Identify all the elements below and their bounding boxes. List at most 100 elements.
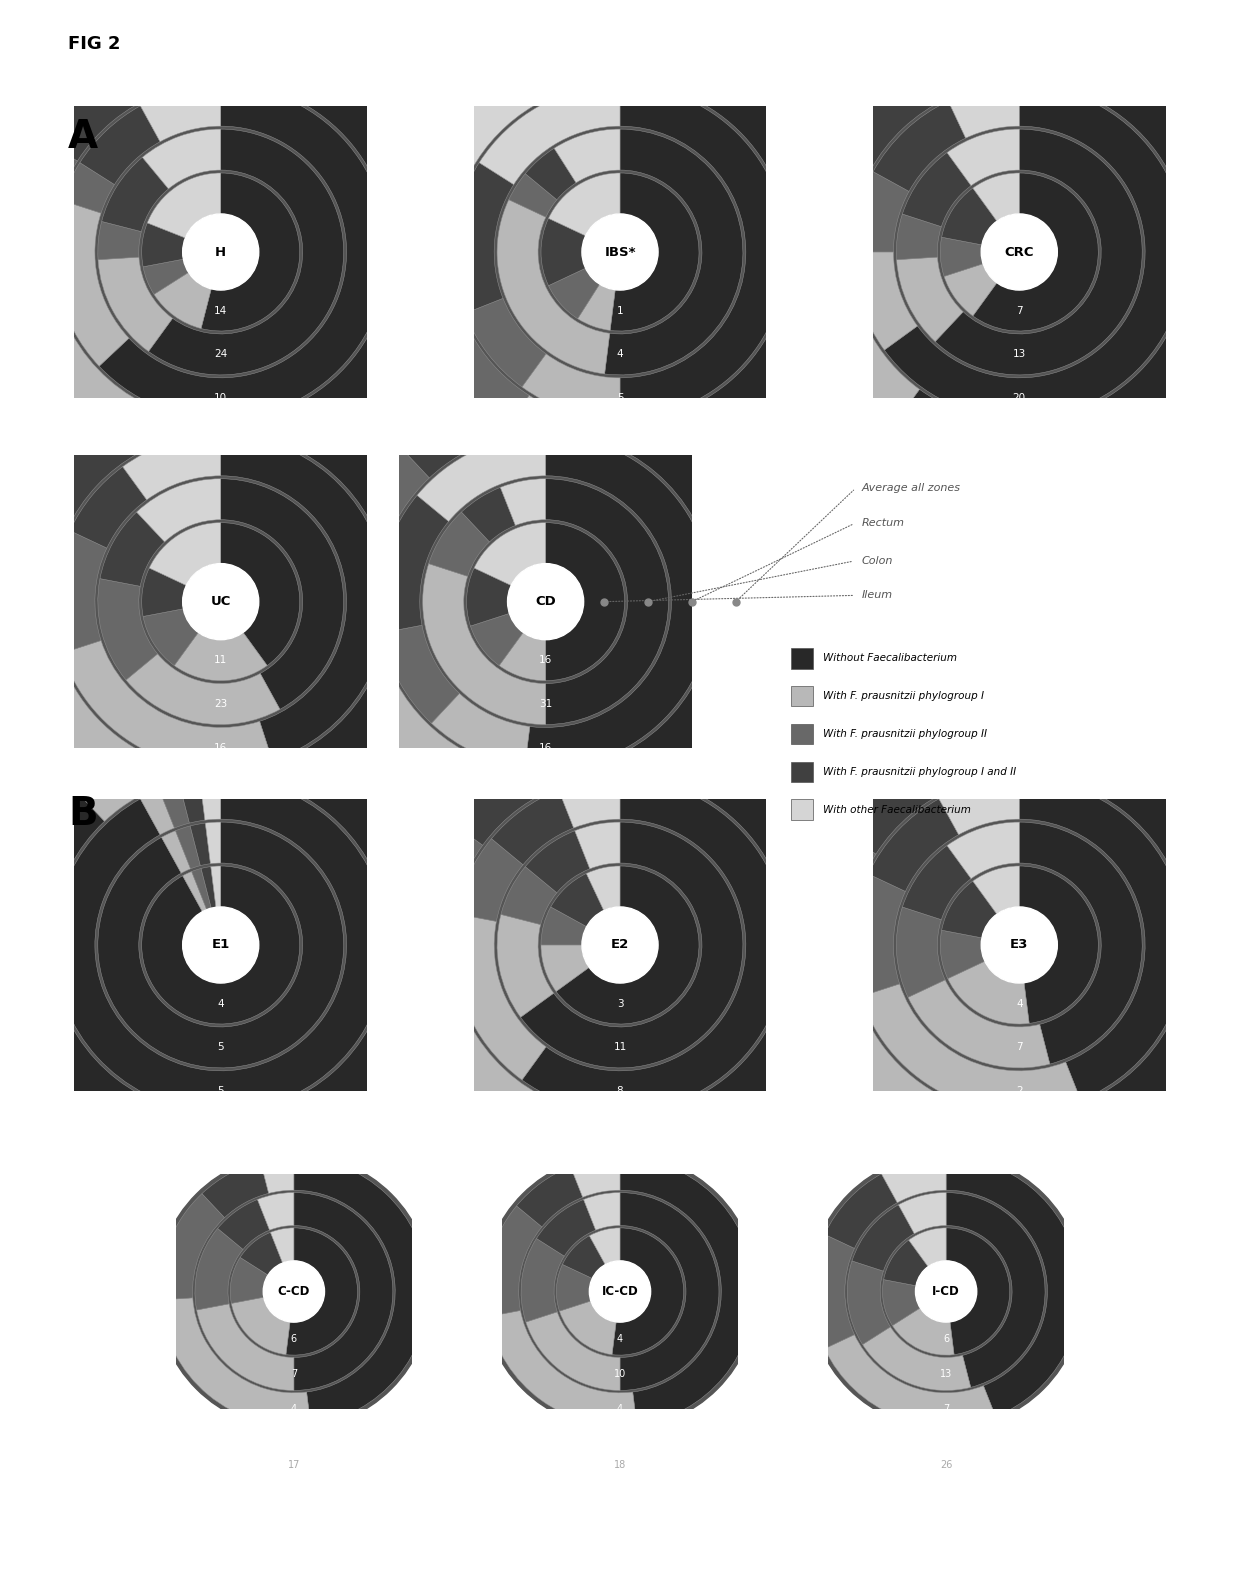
Wedge shape <box>195 1228 243 1310</box>
Wedge shape <box>508 173 557 217</box>
Wedge shape <box>180 780 205 824</box>
Wedge shape <box>98 222 141 260</box>
Wedge shape <box>526 830 590 893</box>
Wedge shape <box>141 866 300 1024</box>
Wedge shape <box>154 272 211 329</box>
Text: 10: 10 <box>614 1369 626 1380</box>
Wedge shape <box>526 1312 620 1391</box>
Wedge shape <box>842 750 957 854</box>
Text: CRC: CRC <box>1004 246 1034 258</box>
Wedge shape <box>143 41 432 463</box>
Wedge shape <box>558 778 620 828</box>
Wedge shape <box>450 745 568 846</box>
Text: 5: 5 <box>616 394 624 403</box>
Wedge shape <box>429 512 490 576</box>
Wedge shape <box>201 866 216 909</box>
Text: Colon: Colon <box>862 556 893 565</box>
Wedge shape <box>77 761 139 821</box>
Wedge shape <box>507 395 599 461</box>
Wedge shape <box>123 435 221 499</box>
Wedge shape <box>940 931 985 978</box>
Wedge shape <box>897 214 941 260</box>
Text: 4: 4 <box>1016 999 1023 1008</box>
Wedge shape <box>100 512 165 586</box>
Wedge shape <box>53 778 388 1112</box>
Wedge shape <box>30 417 139 529</box>
Wedge shape <box>221 435 388 761</box>
Wedge shape <box>930 41 1019 98</box>
Text: E3: E3 <box>1011 939 1028 951</box>
Text: 13: 13 <box>1013 350 1025 359</box>
Wedge shape <box>525 435 713 769</box>
Wedge shape <box>563 1236 605 1279</box>
Wedge shape <box>973 866 1019 914</box>
Text: 5: 5 <box>217 1087 224 1096</box>
Wedge shape <box>232 1298 290 1354</box>
Wedge shape <box>541 219 585 285</box>
Wedge shape <box>141 569 186 616</box>
Wedge shape <box>570 1158 620 1197</box>
Text: 7: 7 <box>290 1369 298 1380</box>
Text: 31: 31 <box>539 699 552 709</box>
Wedge shape <box>423 564 546 725</box>
Circle shape <box>589 1262 651 1321</box>
Wedge shape <box>202 1161 269 1217</box>
Wedge shape <box>940 238 983 277</box>
Wedge shape <box>812 976 1121 1156</box>
Wedge shape <box>126 654 280 724</box>
Wedge shape <box>551 874 604 926</box>
Text: 50: 50 <box>215 788 227 797</box>
Text: 3: 3 <box>616 999 624 1008</box>
Wedge shape <box>947 961 1029 1024</box>
Text: 17: 17 <box>288 1460 300 1469</box>
Circle shape <box>507 564 584 639</box>
Wedge shape <box>119 391 221 454</box>
Text: 20: 20 <box>1013 394 1025 403</box>
Wedge shape <box>221 523 300 666</box>
Text: IC-CD: IC-CD <box>601 1285 639 1298</box>
Wedge shape <box>808 832 875 984</box>
Wedge shape <box>620 1192 719 1391</box>
Circle shape <box>805 729 1234 1161</box>
Wedge shape <box>260 1158 294 1194</box>
Text: IBS*: IBS* <box>604 246 636 258</box>
Wedge shape <box>939 778 1019 835</box>
Wedge shape <box>466 569 511 627</box>
Wedge shape <box>620 1158 754 1425</box>
Wedge shape <box>155 736 200 784</box>
Wedge shape <box>852 874 905 997</box>
Wedge shape <box>140 85 221 142</box>
Wedge shape <box>812 1235 854 1348</box>
Wedge shape <box>825 1334 996 1425</box>
Wedge shape <box>143 129 221 189</box>
Wedge shape <box>578 284 615 331</box>
Circle shape <box>405 729 835 1161</box>
Wedge shape <box>190 824 211 866</box>
Wedge shape <box>554 734 620 784</box>
Wedge shape <box>541 945 589 991</box>
Wedge shape <box>409 151 471 304</box>
Circle shape <box>482 1153 758 1430</box>
Wedge shape <box>465 298 546 387</box>
Wedge shape <box>589 1228 620 1265</box>
Wedge shape <box>610 173 699 331</box>
Wedge shape <box>102 158 169 232</box>
Wedge shape <box>200 778 221 821</box>
Wedge shape <box>903 846 971 920</box>
Wedge shape <box>835 61 947 170</box>
Circle shape <box>915 1262 977 1321</box>
Wedge shape <box>294 1158 428 1425</box>
Text: 4: 4 <box>618 1405 622 1414</box>
Text: Average all zones: Average all zones <box>862 484 961 493</box>
Wedge shape <box>883 1279 920 1326</box>
Text: 11: 11 <box>215 655 227 665</box>
Wedge shape <box>258 1192 294 1230</box>
Wedge shape <box>201 173 300 331</box>
Text: E2: E2 <box>611 939 629 951</box>
Wedge shape <box>10 213 159 447</box>
Wedge shape <box>946 1158 1080 1416</box>
Wedge shape <box>556 866 699 1024</box>
Wedge shape <box>852 1205 914 1271</box>
Text: 26: 26 <box>940 1460 952 1469</box>
Wedge shape <box>521 822 743 1068</box>
